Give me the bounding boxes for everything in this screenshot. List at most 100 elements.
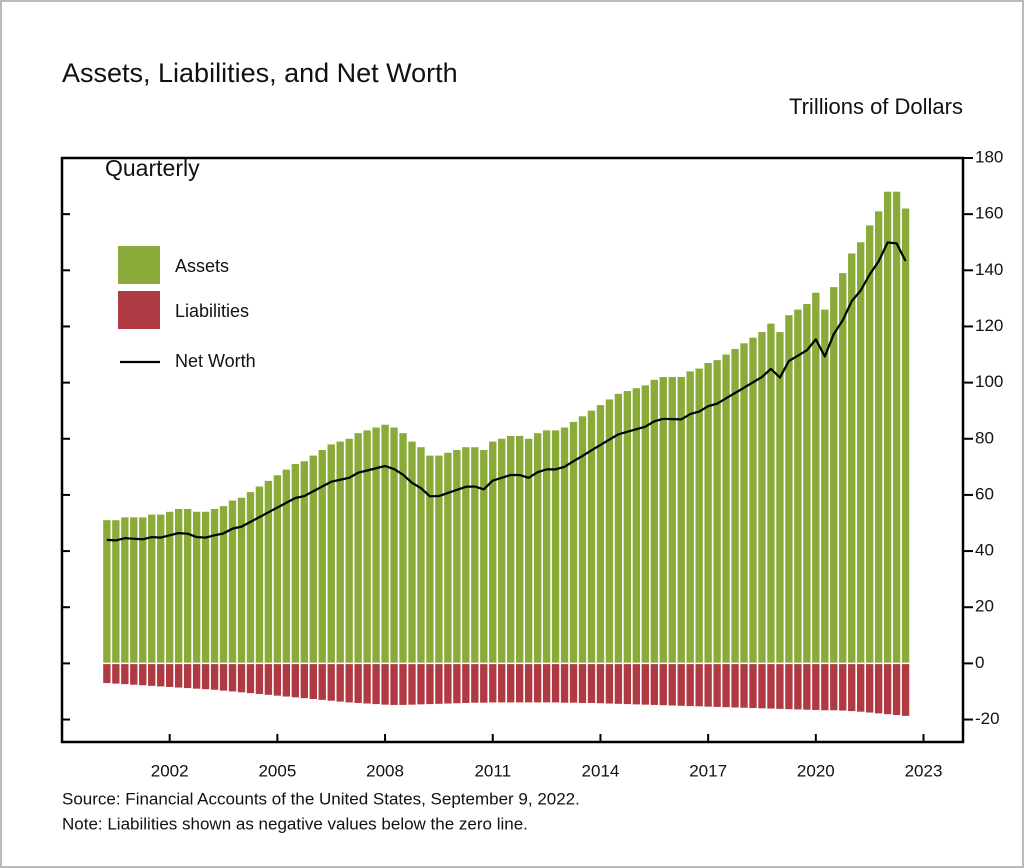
bar [695, 663, 703, 707]
bar [533, 663, 542, 703]
bar [372, 427, 380, 664]
bar [821, 309, 829, 664]
bar [551, 430, 560, 664]
bar [210, 508, 219, 664]
bar [471, 663, 479, 703]
x-tick-label: 2008 [366, 761, 404, 780]
bar [901, 208, 910, 664]
legend-swatch [118, 291, 160, 329]
bar [650, 379, 658, 664]
bar [264, 663, 273, 695]
bar [596, 405, 605, 664]
bar [659, 663, 667, 706]
chart-title: Assets, Liabilities, and Net Worth [62, 58, 458, 88]
bar [121, 517, 129, 664]
bar [273, 663, 282, 696]
legend-item: Assets [118, 246, 229, 284]
bar [390, 663, 398, 705]
bar [731, 348, 739, 664]
bar [776, 663, 784, 709]
bar [174, 663, 183, 688]
bar [839, 663, 847, 711]
bar [309, 455, 317, 664]
bar [399, 433, 407, 664]
bar [695, 368, 703, 664]
bar [498, 663, 506, 703]
bar [435, 455, 443, 664]
bar [417, 447, 425, 664]
bar [605, 399, 614, 664]
bar [121, 663, 129, 685]
bar [417, 663, 425, 705]
bar [560, 663, 569, 703]
bar [103, 663, 111, 684]
bar [623, 663, 632, 705]
bar [264, 480, 273, 664]
bar [821, 663, 829, 711]
bar [749, 663, 757, 709]
plot-border [60, 156, 965, 744]
bar [785, 663, 793, 710]
bar [857, 242, 865, 664]
y-tick-label: 100 [975, 372, 1003, 391]
bar [282, 469, 291, 664]
bar [435, 663, 443, 704]
bar [713, 663, 721, 707]
y-tick-label: 0 [975, 653, 984, 672]
bar [677, 377, 685, 664]
bar [722, 354, 730, 664]
legend-label: Net Worth [175, 351, 256, 371]
bar [336, 441, 344, 664]
bar [228, 663, 237, 692]
y-tick-label: 120 [975, 316, 1003, 335]
bar [874, 663, 883, 714]
legend-label: Assets [175, 256, 229, 276]
bar [507, 663, 515, 703]
bar [848, 253, 856, 664]
bar [453, 663, 461, 704]
bar [444, 452, 452, 664]
bar [722, 663, 730, 708]
bar [767, 323, 775, 664]
y-axis-label: Trillions of Dollars [789, 94, 963, 119]
legend-label: Liabilities [175, 301, 249, 321]
bar [336, 663, 344, 702]
bar [865, 663, 874, 713]
bar [139, 663, 147, 686]
bar [578, 663, 587, 703]
bar [830, 663, 838, 711]
chart-subtitle: Quarterly [105, 155, 200, 181]
bar [130, 663, 138, 685]
bar [668, 663, 676, 706]
legend-swatch [118, 246, 160, 284]
bar [767, 663, 775, 709]
bar [210, 663, 219, 690]
bar [515, 663, 524, 703]
bar [237, 663, 246, 693]
bar [103, 520, 111, 664]
bar [444, 663, 452, 704]
bar [282, 663, 291, 697]
bar [785, 315, 793, 664]
bar [183, 663, 192, 689]
bar [596, 663, 605, 704]
bar [857, 663, 865, 712]
bar [686, 663, 694, 707]
bar [704, 362, 712, 664]
bar [246, 663, 255, 694]
bar [300, 461, 308, 664]
bar [587, 663, 596, 703]
bar [551, 663, 560, 703]
bar [758, 663, 766, 709]
bar [839, 273, 847, 664]
bar [848, 663, 856, 712]
bar [704, 663, 712, 707]
bar [390, 427, 398, 664]
bar [614, 393, 623, 664]
bar [112, 663, 120, 684]
bar [300, 663, 308, 699]
bar [327, 444, 335, 664]
bar [731, 663, 739, 708]
bar [623, 391, 632, 664]
bar [273, 475, 282, 664]
